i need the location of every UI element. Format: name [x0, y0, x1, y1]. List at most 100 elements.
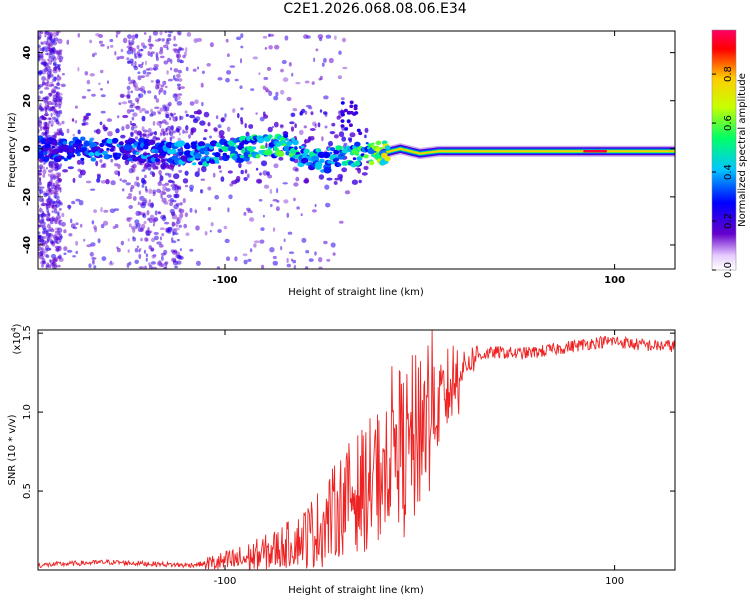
noise-blob: [299, 112, 303, 116]
noise-blob: [133, 129, 138, 134]
noise-blob: [96, 178, 101, 183]
noise-blob: [56, 247, 60, 253]
noise-blob: [243, 211, 247, 216]
noise-blob: [218, 165, 222, 170]
noise-blob: [219, 170, 223, 173]
noise-blob: [158, 244, 164, 248]
noise-blob: [252, 56, 258, 60]
noise-blob: [134, 181, 139, 187]
noise-blob: [50, 57, 55, 62]
noise-blob: [282, 77, 289, 82]
noise-blob: [333, 134, 339, 139]
noise-blob: [217, 77, 223, 81]
noise-blob: [157, 211, 161, 214]
noise-blob: [76, 159, 82, 165]
noise-blob: [182, 129, 185, 134]
ridge-blob: [170, 148, 177, 154]
noise-blob: [70, 218, 73, 224]
noise-blob: [149, 46, 153, 50]
noise-blob: [183, 130, 189, 134]
noise-blob: [240, 107, 244, 111]
noise-blob: [54, 195, 60, 200]
noise-blob: [194, 171, 200, 178]
noise-blob: [81, 160, 85, 166]
noise-blob: [167, 228, 170, 233]
noise-blob: [351, 179, 358, 185]
noise-blob: [141, 61, 144, 65]
noise-blob: [128, 223, 132, 228]
noise-blob: [154, 235, 159, 241]
noise-blob: [176, 216, 182, 221]
noise-blob: [179, 146, 184, 153]
ridge-blob: [138, 137, 145, 143]
noise-blob: [144, 265, 147, 269]
noise-blob: [225, 77, 230, 83]
noise-blob: [160, 84, 165, 88]
ridge-blob: [99, 142, 105, 148]
noise-blob: [179, 256, 183, 260]
noise-blob: [253, 243, 257, 248]
noise-blob: [77, 168, 82, 172]
noise-blob: [136, 45, 140, 50]
noise-blob: [43, 221, 46, 226]
noise-blob: [272, 260, 278, 266]
noise-blob: [98, 34, 104, 38]
noise-blob: [258, 72, 261, 75]
noise-blob: [150, 247, 155, 252]
noise-blob: [59, 202, 63, 206]
noise-blob: [38, 84, 41, 90]
noise-blob: [146, 71, 152, 75]
noise-blob: [149, 44, 154, 48]
noise-blob: [168, 101, 172, 107]
noise-blob: [161, 38, 165, 42]
ridge-blob: [206, 160, 210, 164]
noise-blob: [154, 106, 160, 110]
noise-blob: [48, 66, 51, 70]
noise-blob: [176, 83, 181, 87]
noise-blob: [90, 242, 96, 247]
noise-blob: [53, 37, 56, 42]
spectrogram-panel: -100 100 40 20 0 -20 -40 Height of straight l…: [7, 30, 676, 298]
noise-blob: [126, 85, 131, 91]
noise-blob: [55, 119, 59, 125]
noise-blob: [54, 133, 57, 139]
noise-blob: [44, 113, 49, 117]
noise-blob: [51, 166, 55, 171]
noise-blob: [166, 47, 169, 51]
noise-blob: [48, 108, 52, 112]
noise-blob: [219, 135, 225, 139]
noise-blob: [189, 114, 196, 119]
ridge-blob: [51, 145, 55, 149]
ridge-blob: [340, 124, 345, 128]
ridge-blob: [133, 141, 140, 147]
noise-blob: [44, 105, 50, 110]
noise-blob: [200, 189, 204, 194]
noise-blob: [139, 109, 143, 114]
noise-blob: [166, 125, 171, 131]
noise-blob: [153, 231, 159, 235]
noise-blob: [294, 168, 299, 172]
ridge-blob: [358, 131, 363, 136]
noise-blob: [197, 167, 201, 173]
noise-blob: [152, 121, 156, 126]
noise-blob: [107, 131, 113, 137]
noise-blob: [71, 118, 75, 122]
noise-blob: [156, 188, 162, 193]
noise-blob: [100, 180, 106, 184]
noise-blob: [152, 189, 156, 194]
noise-blob: [330, 242, 336, 248]
noise-blob: [177, 49, 181, 54]
noise-blob: [161, 215, 167, 222]
noise-blob: [46, 232, 52, 237]
noise-blob: [262, 85, 267, 91]
noise-blob: [84, 71, 89, 76]
noise-blob: [44, 130, 48, 137]
noise-blob: [256, 178, 262, 184]
noise-blob: [167, 33, 172, 38]
noise-blob: [240, 33, 244, 38]
noise-blob: [212, 172, 216, 178]
colorbar-label: Normalized spectral amplitude: [737, 73, 748, 227]
noise-blob: [145, 230, 151, 236]
noise-blob: [45, 81, 49, 87]
noise-blob: [150, 111, 157, 116]
